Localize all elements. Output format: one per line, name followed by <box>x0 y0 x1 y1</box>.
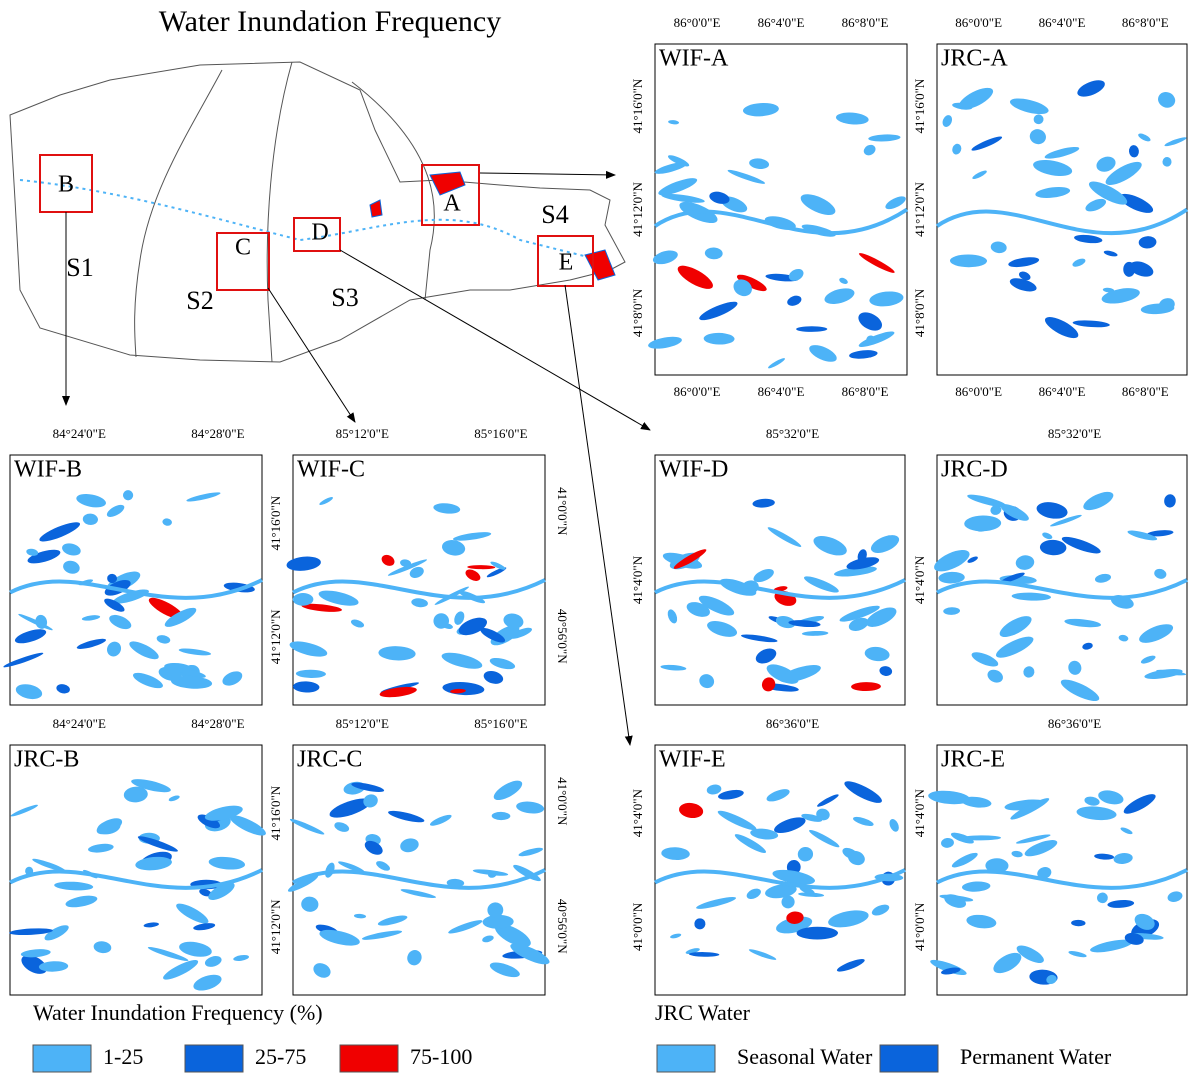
panel-label: JRC-B <box>14 747 79 773</box>
panel-label: WIF-C <box>297 457 365 483</box>
legend-swatch <box>185 1045 243 1072</box>
left-tick-label: 41°4'0"N <box>630 555 645 604</box>
left-tick-label: 41°4'0"N <box>912 555 927 604</box>
top-tick-label: 85°12'0"E <box>336 716 389 731</box>
panels: WIF-A 86°0'0"E 86°4'0"E 86°8'0"E 86°0'0"E 86°… <box>3 15 1188 995</box>
region-label: S2 <box>186 286 213 315</box>
left-tick-label: 41°0'0"N <box>912 902 927 951</box>
legend-label: Permanent Water <box>960 1044 1112 1069</box>
box-label: E <box>559 250 574 276</box>
top-tick-label: 85°16'0"E <box>474 716 527 731</box>
left-tick-label: 41°8'0"N <box>630 288 645 337</box>
legend-label: 25-75 <box>255 1044 306 1069</box>
left-tick-label: 41°0'0"N <box>630 902 645 951</box>
left-tick-label: 41°16'0"N <box>268 495 283 550</box>
left-tick-label: 41°12'0"N <box>912 182 927 237</box>
left-tick-label: 41°4'0"N <box>912 788 927 837</box>
top-tick-label: 84°24'0"E <box>53 716 106 731</box>
panel-label: WIF-A <box>659 46 729 72</box>
left-tick-label: 41°16'0"N <box>630 78 645 133</box>
left-tick-label: 41°8'0"N <box>912 288 927 337</box>
legend-title: Water Inundation Frequency (%) <box>33 1000 323 1025</box>
panel-frame <box>937 745 1187 995</box>
top-tick-label: 86°0'0"E <box>955 15 1002 30</box>
map-panel: JRC-B 84°24'0"E 84°28'0"E <box>9 716 268 995</box>
bottom-tick-label: 86°0'0"E <box>955 384 1002 399</box>
panel-label: JRC-E <box>941 747 1005 773</box>
panel-frame <box>937 455 1187 705</box>
legend: Water Inundation Frequency (%) 1-25 25-75 7… <box>33 1000 472 1072</box>
panel-label: JRC-A <box>941 46 1008 72</box>
legend-title: JRC Water <box>655 1000 751 1025</box>
legend-swatch <box>880 1045 938 1072</box>
bottom-tick-label: 86°4'0"E <box>1039 384 1086 399</box>
box-label: C <box>235 235 251 261</box>
left-tick-label: 41°4'0"N <box>630 788 645 837</box>
title: Water Inundation Frequency <box>159 5 501 38</box>
legend: JRC Water Seasonal Water Permanent Water <box>655 1000 1112 1072</box>
map-panel: JRC-D 85°32'0"E 41°4'0"N <box>912 426 1187 705</box>
region-label: S4 <box>541 200 568 229</box>
top-tick-label: 84°24'0"E <box>53 426 106 441</box>
top-tick-label: 85°32'0"E <box>1048 426 1101 441</box>
water-patch <box>797 927 838 940</box>
map-panel: WIF-A 86°0'0"E 86°4'0"E 86°8'0"E 86°0'0"E 86°… <box>630 15 908 399</box>
left-tick-label: 41°16'0"N <box>268 785 283 840</box>
region-label: S1 <box>66 253 93 282</box>
panel-label: JRC-C <box>297 747 362 773</box>
panel-label: WIF-E <box>659 747 726 773</box>
right-tick-label: 40°56'0"N <box>555 899 570 954</box>
top-tick-label: 86°8'0"E <box>1122 15 1169 30</box>
left-tick-label: 41°12'0"N <box>268 609 283 664</box>
right-tick-label: 41°0'0"N <box>555 487 570 536</box>
left-tick-label: 41°16'0"N <box>912 78 927 133</box>
map-panel: JRC-E 86°36'0"E 41°4'0"N 41°0'0"N <box>912 716 1187 995</box>
box-label: D <box>311 220 328 246</box>
legend-label: 1-25 <box>103 1044 143 1069</box>
top-tick-label: 84°28'0"E <box>191 426 244 441</box>
map-panel: WIF-E 86°36'0"E 41°4'0"N 41°0'0"N <box>630 716 905 995</box>
panel-label: JRC-D <box>941 457 1008 483</box>
map-panel: JRC-A 86°0'0"E 86°4'0"E 86°8'0"E 86°0'0"E 86°… <box>912 15 1187 399</box>
bottom-tick-label: 86°8'0"E <box>1122 384 1169 399</box>
top-tick-label: 86°4'0"E <box>758 15 805 30</box>
top-tick-label: 86°0'0"E <box>674 15 721 30</box>
panel-label: WIF-B <box>14 457 82 483</box>
legend-label: 75-100 <box>410 1044 472 1069</box>
top-tick-label: 86°36'0"E <box>1048 716 1101 731</box>
top-tick-label: 86°36'0"E <box>766 716 819 731</box>
top-tick-label: 86°4'0"E <box>1039 15 1086 30</box>
panel-label: WIF-D <box>659 457 728 483</box>
legend-swatch <box>657 1045 715 1072</box>
left-tick-label: 41°12'0"N <box>268 899 283 954</box>
map-panel: WIF-C 85°12'0"E 85°16'0"E 41°16'0"N 41°12'0"… <box>268 426 570 705</box>
box-label: A <box>443 191 461 217</box>
map-panel: JRC-C 85°12'0"E 85°16'0"E 41°16'0"N 41°12'0"… <box>268 716 570 995</box>
top-tick-label: 85°16'0"E <box>474 426 527 441</box>
bottom-tick-label: 86°8'0"E <box>842 384 889 399</box>
left-tick-label: 41°12'0"N <box>630 182 645 237</box>
map-panel: WIF-D 85°32'0"E 41°4'0"N <box>630 426 905 705</box>
top-tick-label: 86°8'0"E <box>842 15 889 30</box>
top-tick-label: 85°32'0"E <box>766 426 819 441</box>
bottom-tick-label: 86°4'0"E <box>758 384 805 399</box>
bottom-tick-label: 86°0'0"E <box>674 384 721 399</box>
map-panel: WIF-B 84°24'0"E 84°28'0"E <box>3 426 262 705</box>
figure: Water Inundation Frequency S1 S2 S3 S4 A… <box>0 0 1197 1075</box>
right-tick-label: 40°56'0"N <box>555 609 570 664</box>
legend-swatch <box>340 1045 398 1072</box>
region-label: S3 <box>331 283 358 312</box>
legend-label: Seasonal Water <box>737 1044 873 1069</box>
top-tick-label: 85°12'0"E <box>336 426 389 441</box>
overview-map <box>10 62 625 362</box>
legends: Water Inundation Frequency (%) 1-25 25-75 7… <box>33 1000 1112 1072</box>
box-label: B <box>58 172 74 198</box>
legend-swatch <box>33 1045 91 1072</box>
top-tick-label: 84°28'0"E <box>191 716 244 731</box>
right-tick-label: 41°0'0"N <box>555 777 570 826</box>
